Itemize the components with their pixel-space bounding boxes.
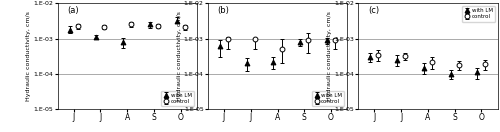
- Y-axis label: Hydraulic conductivity, cm/s: Hydraulic conductivity, cm/s: [327, 11, 332, 101]
- Legend: with LM, control: with LM, control: [462, 6, 494, 22]
- Y-axis label: Hydraulic conductivity, cm/s: Hydraulic conductivity, cm/s: [26, 11, 32, 101]
- Text: (c): (c): [368, 6, 379, 15]
- Text: (b): (b): [218, 6, 230, 15]
- Y-axis label: Hydraulic conductivity, cm/s: Hydraulic conductivity, cm/s: [177, 11, 182, 101]
- Legend: with LM, control: with LM, control: [312, 91, 344, 106]
- Text: (a): (a): [67, 6, 79, 15]
- Legend: with LM, control: with LM, control: [162, 91, 194, 106]
